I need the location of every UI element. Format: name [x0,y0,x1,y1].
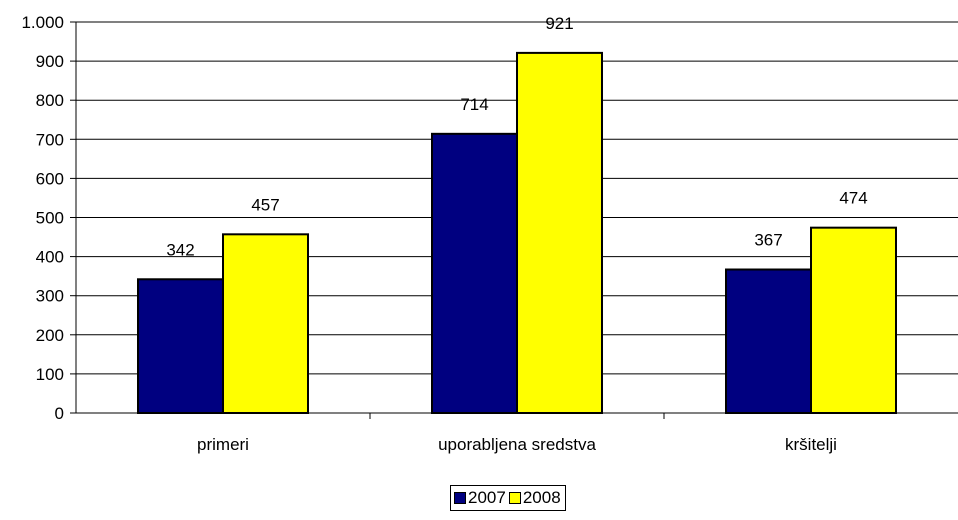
data-label: 367 [754,231,782,250]
data-labels: 342 457 714 921 367 474 [166,14,867,259]
legend-label-2007: 2007 [468,488,506,507]
bar-2007-1 [431,132,518,415]
legend-swatch-2008 [508,492,521,504]
x-tick-label: primeri [197,435,249,454]
bar-2008-0 [222,233,309,414]
x-tick-label: uporabljena sredstva [438,435,596,454]
bar-2008-1 [516,51,603,414]
y-tick-label: 900 [36,52,64,71]
x-tick-label: kršitelji [785,435,837,454]
legend: 2007 2008 [450,485,566,511]
data-label: 714 [460,95,488,114]
y-tick-label: 800 [36,91,64,110]
data-label: 474 [839,189,867,208]
y-tick-label: 100 [36,365,64,384]
y-tick-label: 400 [36,248,64,267]
bar-2007-2 [725,268,812,414]
legend-swatch-2007 [454,492,466,504]
axes: 0 100 200 300 400 500 600 700 800 900 1.000 primeri… [21,13,958,454]
y-tick-label: 200 [36,326,64,345]
y-tick-label: 600 [36,169,64,188]
y-tick-label: 1.000 [21,13,64,32]
data-label: 342 [166,240,194,259]
legend-item-2008: 2008 [508,488,561,508]
data-label: 457 [251,195,279,214]
legend-item-2007: 2007 [454,488,506,508]
y-tick-label: 700 [36,130,64,149]
legend-label-2008: 2008 [522,488,561,507]
bar-2007-0 [137,278,224,415]
bar-2008-2 [810,226,897,414]
y-tick-label: 500 [36,209,64,228]
y-tick-label: 300 [36,287,64,306]
y-tick-label: 0 [55,404,64,423]
data-label: 921 [545,14,573,33]
